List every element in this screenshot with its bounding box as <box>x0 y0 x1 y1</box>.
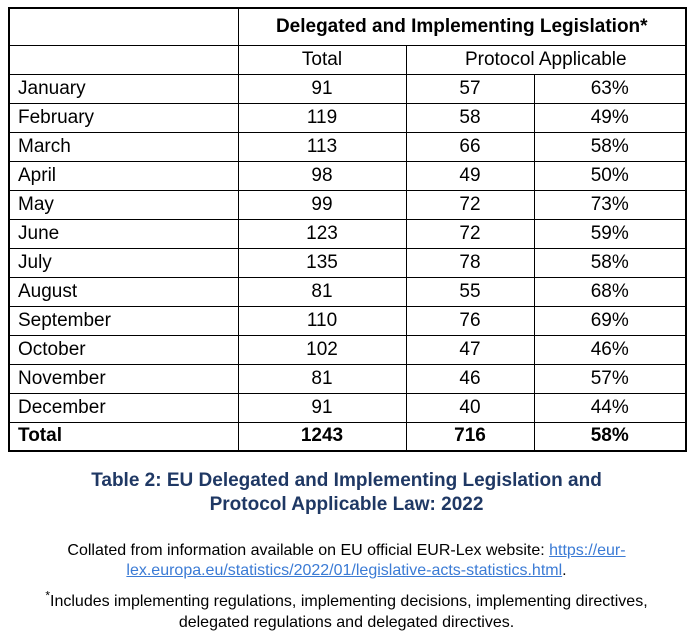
column-header-protocol-applicable: Protocol Applicable <box>405 44 687 75</box>
protocol-cell: 49 <box>405 160 535 191</box>
protocol-cell: 40 <box>405 392 535 423</box>
protocol-cell: 46 <box>405 363 535 394</box>
total-cell: 110 <box>237 305 407 336</box>
protocol-cell: 66 <box>405 131 535 162</box>
total-cell: 135 <box>237 247 407 278</box>
month-cell: April <box>8 160 239 191</box>
table-header-row: Delegated and Implementing Legislation* <box>8 7 687 46</box>
caption-line-2: Protocol Applicable Law: 2022 <box>209 494 484 515</box>
total-cell: 99 <box>237 189 407 220</box>
table-row: September 110 76 69% <box>8 305 687 336</box>
month-cell: July <box>8 247 239 278</box>
total-cell: 81 <box>237 363 407 394</box>
protocol-cell: 76 <box>405 305 535 336</box>
protocol-cell: 72 <box>405 218 535 249</box>
protocol-sum-cell: 716 <box>405 421 535 452</box>
footnote-text: Includes implementing regulations, imple… <box>50 593 648 631</box>
source-note: Collated from information available on E… <box>23 541 671 581</box>
table-row: August 81 55 68% <box>8 276 687 307</box>
month-cell: August <box>8 276 239 307</box>
month-cell: November <box>8 363 239 394</box>
pct-cell: 44% <box>533 392 687 423</box>
empty-header-cell <box>8 7 239 46</box>
pct-cell: 68% <box>533 276 687 307</box>
month-cell: January <box>8 73 239 104</box>
footnote-asterisk: * <box>45 588 51 603</box>
protocol-cell: 47 <box>405 334 535 365</box>
source-period: . <box>562 562 567 579</box>
caption-line-1: Table 2: EU Delegated and Implementing L… <box>91 470 602 491</box>
pct-cell: 58% <box>533 131 687 162</box>
table-row: July 135 78 58% <box>8 247 687 278</box>
pct-cell: 59% <box>533 218 687 249</box>
month-cell: September <box>8 305 239 336</box>
eurlex-link[interactable]: https://eur-lex.europa.eu/statistics/202… <box>126 542 626 579</box>
pct-cell: 49% <box>533 102 687 133</box>
table-row: November 81 46 57% <box>8 363 687 394</box>
table-row: January 91 57 63% <box>8 73 687 104</box>
pct-cell: 50% <box>533 160 687 191</box>
footnote: *Includes implementing regulations, impl… <box>37 588 657 633</box>
table-main-header: Delegated and Implementing Legislation* <box>237 7 687 46</box>
total-cell: 102 <box>237 334 407 365</box>
pct-cell: 57% <box>533 363 687 394</box>
empty-header-cell <box>8 44 239 75</box>
pct-cell: 46% <box>533 334 687 365</box>
table-row: April 98 49 50% <box>8 160 687 191</box>
month-cell: February <box>8 102 239 133</box>
total-cell: 81 <box>237 276 407 307</box>
total-sum-cell: 1243 <box>237 421 407 452</box>
pct-cell: 73% <box>533 189 687 220</box>
month-cell: December <box>8 392 239 423</box>
legislation-table: Delegated and Implementing Legislation* … <box>8 7 688 452</box>
table-row: May 99 72 73% <box>8 189 687 220</box>
table-row: March 113 66 58% <box>8 131 687 162</box>
pct-cell: 69% <box>533 305 687 336</box>
protocol-cell: 55 <box>405 276 535 307</box>
pct-cell: 58% <box>533 247 687 278</box>
table-row: June 123 72 59% <box>8 218 687 249</box>
month-cell: March <box>8 131 239 162</box>
protocol-cell: 57 <box>405 73 535 104</box>
protocol-cell: 78 <box>405 247 535 278</box>
table-row: October 102 47 46% <box>8 334 687 365</box>
source-text: Collated from information available on E… <box>67 542 550 559</box>
month-cell: June <box>8 218 239 249</box>
pct-cell: 63% <box>533 73 687 104</box>
pct-total-cell: 58% <box>533 421 687 452</box>
column-header-total: Total <box>237 44 407 75</box>
protocol-cell: 58 <box>405 102 535 133</box>
total-cell: 123 <box>237 218 407 249</box>
total-cell: 113 <box>237 131 407 162</box>
total-label-cell: Total <box>8 421 239 452</box>
month-cell: May <box>8 189 239 220</box>
table-row: February 119 58 49% <box>8 102 687 133</box>
total-cell: 91 <box>237 73 407 104</box>
month-cell: October <box>8 334 239 365</box>
table-subheader-row: Total Protocol Applicable <box>8 44 687 75</box>
total-cell: 119 <box>237 102 407 133</box>
total-cell: 98 <box>237 160 407 191</box>
total-cell: 91 <box>237 392 407 423</box>
table-caption: Table 2: EU Delegated and Implementing L… <box>0 469 693 517</box>
table-total-row: Total 1243 716 58% <box>8 421 687 452</box>
protocol-cell: 72 <box>405 189 535 220</box>
table-row: December 91 40 44% <box>8 392 687 423</box>
